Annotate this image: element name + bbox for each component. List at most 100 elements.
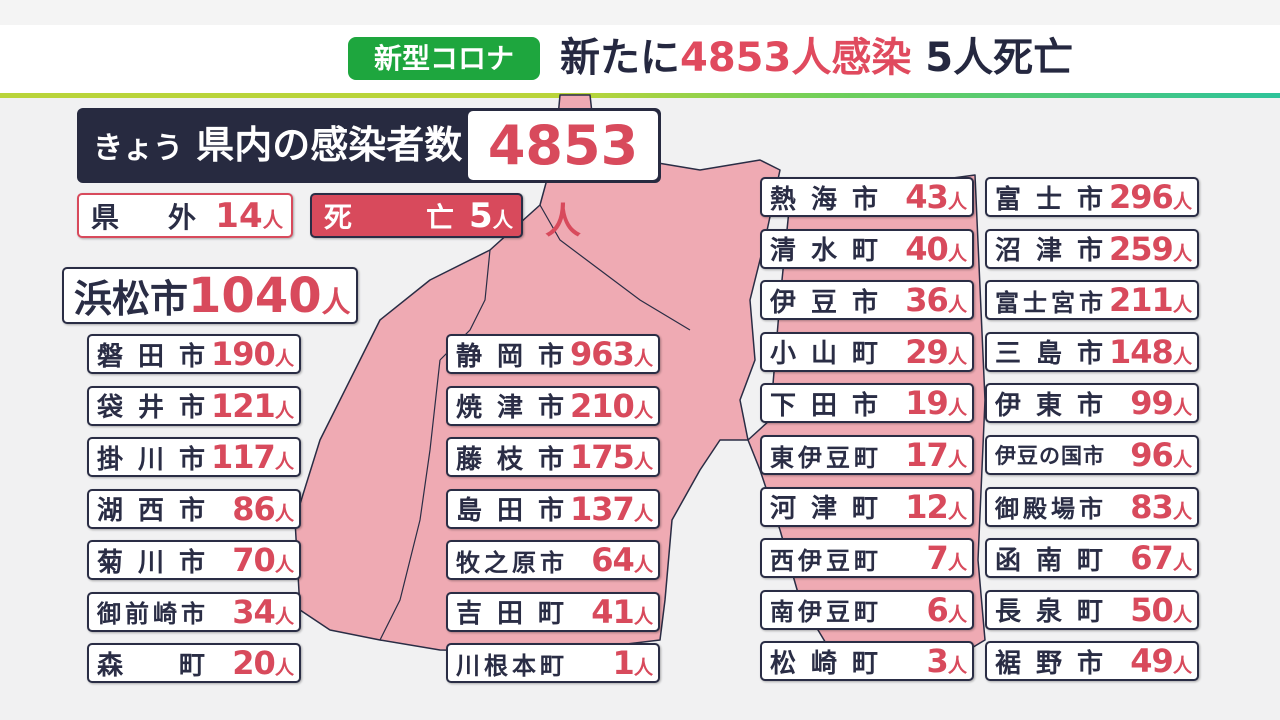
- municipality-name: 菊川市: [97, 547, 205, 578]
- municipality-name: 伊豆の国市: [995, 444, 1104, 468]
- headline-deaths: 5人死亡: [925, 35, 1074, 81]
- municipality-name: 磐田市: [97, 341, 205, 372]
- municipality-count: 50人: [1130, 590, 1192, 629]
- municipality-count: 137人: [570, 489, 653, 528]
- municipality-name: 小山町: [770, 339, 878, 370]
- municipality-row: 島田市 137人: [446, 488, 660, 529]
- municipality-row: 静岡市 963人: [446, 334, 660, 374]
- municipality-name: 熱海市: [770, 184, 878, 215]
- municipality-name: 御前崎市: [97, 600, 205, 628]
- municipality-row: 西伊豆町 7人: [760, 538, 974, 579]
- municipality-count: 7人: [926, 539, 967, 578]
- municipality-row: 裾野市 49人: [985, 641, 1199, 682]
- municipality-count: 67人: [1130, 539, 1192, 578]
- municipality-name: 沼津市: [995, 236, 1103, 267]
- municipality-row: 三島市 148人: [985, 331, 1199, 372]
- municipality-row: 函南町 67人: [985, 538, 1199, 579]
- municipality-name: 伊東市: [995, 390, 1103, 421]
- municipality-name: 伊豆市: [770, 287, 878, 318]
- municipality-name: 御殿場市: [995, 495, 1103, 524]
- total-number: 4853: [487, 114, 639, 177]
- municipality-count: 1人: [612, 644, 653, 682]
- municipality-count: 259人: [1109, 229, 1192, 268]
- municipality-count: 963人: [570, 335, 653, 373]
- municipality-name: 富士市: [995, 184, 1103, 215]
- municipality-name: 清水町: [770, 236, 878, 267]
- municipality-row: 下田市 19人: [760, 383, 974, 424]
- municipality-count: 190人: [211, 335, 294, 373]
- municipality-row: 焼津市 210人: [446, 385, 660, 426]
- municipality-row: 長泉町 50人: [985, 589, 1199, 630]
- municipality-count: 99人: [1130, 384, 1192, 423]
- municipality-name: 掛川市: [97, 444, 205, 475]
- municipality-count: 17人: [905, 436, 967, 474]
- municipality-row: 河津町 12人: [760, 486, 974, 527]
- hamamatsu-value: 1040人: [188, 267, 351, 324]
- total-unit: 人: [544, 201, 581, 242]
- headline-banner: [0, 25, 1280, 93]
- municipality-row: 富士宮市 211人: [985, 280, 1199, 321]
- headline-cases: 4853人感染: [680, 35, 912, 81]
- municipality-row: 吉田町 41人: [446, 591, 660, 632]
- municipality-name: 牧之原市: [456, 548, 564, 577]
- top-strip: [0, 0, 1280, 25]
- municipality-name: 袋井市: [97, 393, 205, 423]
- municipality-count: 41人: [591, 592, 653, 631]
- municipality-row: 南伊豆町 6人: [760, 589, 974, 630]
- municipality-name: 東伊豆町: [770, 443, 878, 472]
- municipality-count: 6人: [926, 590, 967, 629]
- municipality-count: 70人: [232, 541, 294, 579]
- municipality-name: 藤枝市: [456, 444, 564, 475]
- municipality-row: 磐田市 190人: [87, 334, 301, 374]
- municipality-name: 吉田町: [456, 599, 564, 629]
- municipality-name: 島田市: [456, 496, 564, 526]
- municipality-row: 伊豆の国市 96人: [985, 435, 1199, 475]
- municipality-row: 小山町 29人: [760, 331, 974, 372]
- municipality-row: 牧之原市 64人: [446, 540, 660, 580]
- outside-value: 14人: [215, 195, 283, 236]
- deaths-box: 死亡 5人: [310, 193, 523, 238]
- deaths-label: 死亡: [324, 200, 454, 234]
- municipality-name: 下田市: [770, 390, 878, 421]
- municipality-count: 296人: [1109, 178, 1192, 216]
- municipality-row: 御殿場市 83人: [985, 486, 1199, 527]
- municipality-count: 29人: [905, 332, 967, 371]
- municipality-name: 松崎町: [770, 648, 878, 679]
- municipality-count: 96人: [1130, 436, 1192, 474]
- municipality-count: 20人: [232, 644, 294, 682]
- municipality-name: 三島市: [995, 339, 1103, 370]
- municipality-row: 御前崎市 34人: [87, 591, 301, 632]
- municipality-count: 12人: [905, 487, 967, 526]
- municipality-count: 19人: [905, 384, 967, 423]
- municipality-row: 袋井市 121人: [87, 385, 301, 426]
- municipality-name: 西伊豆町: [770, 546, 878, 575]
- municipality-row: 熱海市 43人: [760, 177, 974, 217]
- total-caption: 県内の感染者数: [196, 123, 463, 167]
- municipality-row: 掛川市 117人: [87, 437, 301, 477]
- municipality-count: 64人: [591, 541, 653, 579]
- municipality-row: 伊豆市 36人: [760, 280, 974, 321]
- municipality-count: 36人: [905, 281, 967, 320]
- municipality-row: 松崎町 3人: [760, 641, 974, 682]
- outside-label: 県外: [91, 200, 196, 234]
- municipality-row: 川根本町 1人: [446, 643, 660, 683]
- outside-prefecture-box: 県外 14人: [77, 193, 293, 238]
- topic-badge: 新型コロナ: [348, 37, 540, 80]
- today-label: きょう: [93, 131, 183, 166]
- municipality-name: 富士宮市: [995, 288, 1103, 317]
- municipality-name: 川根本町: [456, 651, 564, 680]
- total-value: 4853 人: [468, 111, 658, 242]
- municipality-name: 裾野市: [995, 648, 1103, 679]
- municipality-row: 沼津市 259人: [985, 228, 1199, 269]
- municipality-name: 静岡市: [456, 341, 564, 372]
- municipality-row: 藤枝市 175人: [446, 437, 660, 477]
- municipality-count: 49人: [1130, 642, 1192, 681]
- municipality-count: 43人: [905, 178, 967, 216]
- deaths-value: 5人: [468, 195, 513, 236]
- municipality-count: 40人: [905, 229, 967, 268]
- municipality-count: 148人: [1109, 332, 1192, 371]
- municipality-count: 210人: [570, 386, 653, 425]
- municipality-row: 東伊豆町 17人: [760, 435, 974, 475]
- headline: 新たに4853人感染 5人死亡: [560, 32, 1073, 84]
- municipality-row: 富士市 296人: [985, 177, 1199, 217]
